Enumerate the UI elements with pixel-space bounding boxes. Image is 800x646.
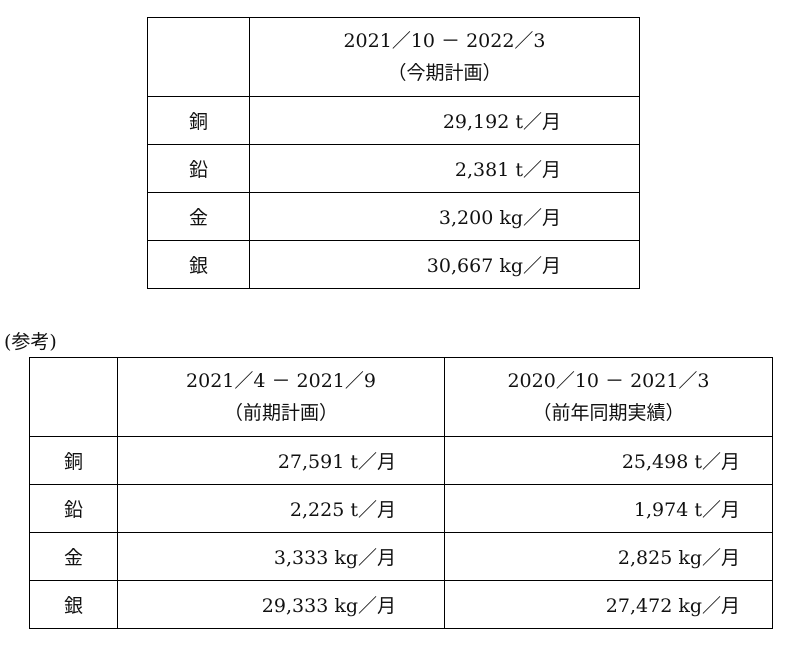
data-row: 銅 27,591 t／月 25,498 t／月 (29, 436, 773, 485)
data-row: 金 3,333 kg／月 2,825 kg／月 (29, 532, 773, 581)
period: 2020／10 － 2021／3 (507, 370, 710, 392)
value-cell: 3,200 kg／月 (249, 192, 640, 241)
data-row: 金 3,200 kg／月 (147, 192, 640, 241)
value-cell: 29,192 t／月 (249, 96, 640, 145)
header-cell: 2021／10 － 2022／3 （今期計画） (249, 17, 640, 97)
corner-cell (147, 17, 250, 97)
metal-cell: 鉛 (147, 144, 250, 193)
value-cell: 2,825 kg／月 (444, 532, 773, 581)
metal-cell: 銀 (147, 240, 250, 289)
corner-cell (29, 357, 118, 437)
data-row: 銀 29,333 kg／月 27,472 kg／月 (29, 580, 773, 629)
value-cell: 27,472 kg／月 (444, 580, 773, 629)
period-label: （前年同期実績） (532, 402, 685, 424)
value-cell: 3,333 kg／月 (117, 532, 445, 581)
data-row: 銅 29,192 t／月 (147, 96, 640, 145)
data-row: 鉛 2,225 t／月 1,974 t／月 (29, 484, 773, 533)
data-row: 鉛 2,381 t／月 (147, 144, 640, 193)
metal-cell: 金 (29, 532, 118, 581)
value-cell: 27,591 t／月 (117, 436, 445, 485)
value-cell: 29,333 kg／月 (117, 580, 445, 629)
header-cell: 2021／4 － 2021／9 （前期計画） (117, 357, 445, 437)
value-cell: 2,225 t／月 (117, 484, 445, 533)
header-row: 2021／4 － 2021／9 （前期計画） 2020／10 － 2021／3 （前… (29, 357, 773, 437)
reference-table: 2021／4 － 2021／9 （前期計画） 2020／10 － 2021／3 （前… (29, 357, 773, 629)
value-cell: 1,974 t／月 (444, 484, 773, 533)
value-cell: 2,381 t／月 (249, 144, 640, 193)
metal-cell: 鉛 (29, 484, 118, 533)
reference-label: (参考) (4, 331, 57, 353)
header-cell: 2020／10 － 2021／3 （前年同期実績） (444, 357, 773, 437)
data-row: 銀 30,667 kg／月 (147, 240, 640, 289)
plan-table: 2021／10 － 2022／3 （今期計画） 銅 29,192 t／月鉛 2,381… (147, 17, 640, 289)
value-cell: 25,498 t／月 (444, 436, 773, 485)
metal-cell: 銀 (29, 580, 118, 629)
metal-cell: 銅 (29, 436, 118, 485)
period-label: （前期計画） (223, 402, 338, 424)
metal-cell: 金 (147, 192, 250, 241)
reference-table-body: 2021／4 － 2021／9 （前期計画） 2020／10 － 2021／3 （前… (29, 357, 773, 629)
header-row: 2021／10 － 2022／3 （今期計画） (147, 17, 640, 97)
period: 2021／4 － 2021／9 (186, 370, 376, 392)
period: 2021／10 － 2022／3 (343, 30, 546, 52)
period-label: （今期計画） (387, 62, 502, 84)
metal-cell: 銅 (147, 96, 250, 145)
plan-table-body: 2021／10 － 2022／3 （今期計画） 銅 29,192 t／月鉛 2,381… (147, 17, 640, 289)
value-cell: 30,667 kg／月 (249, 240, 640, 289)
